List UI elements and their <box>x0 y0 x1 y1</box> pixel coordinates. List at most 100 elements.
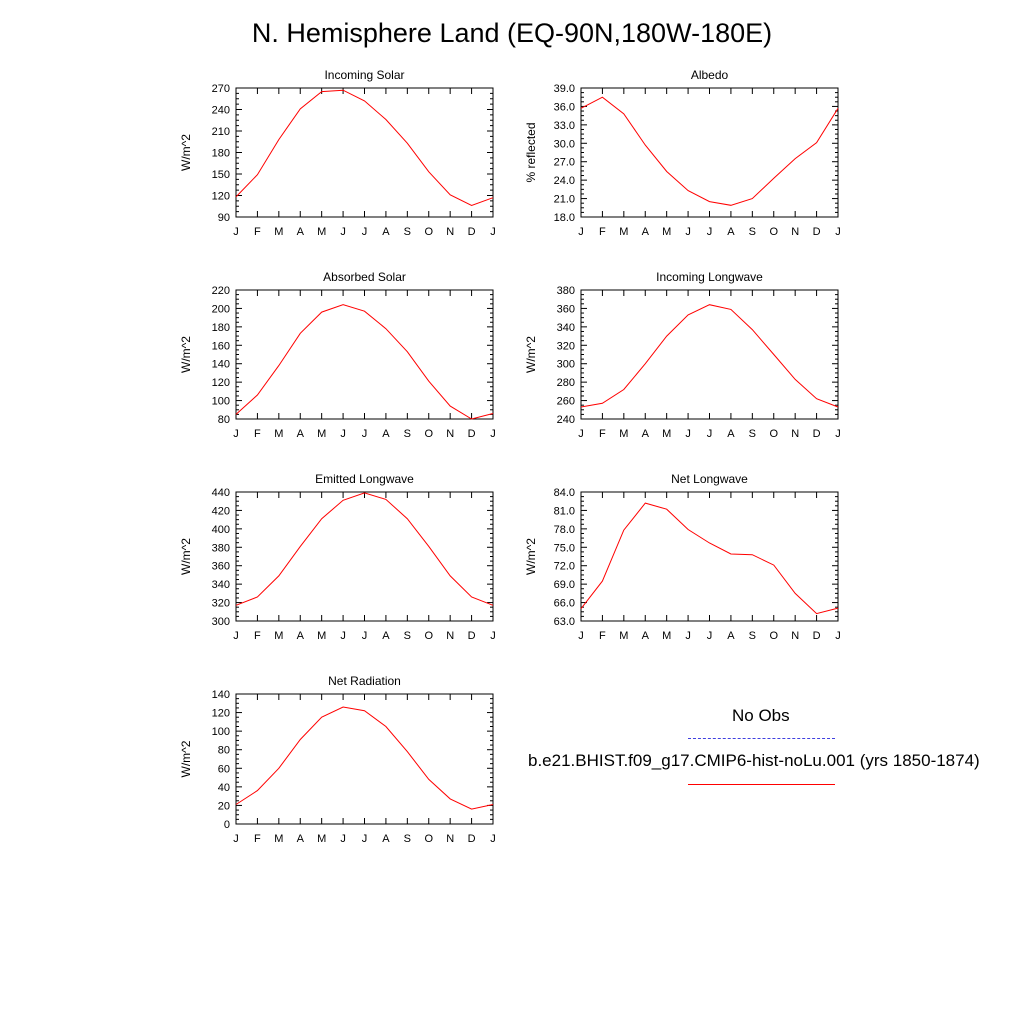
x-tick-label: F <box>599 226 606 238</box>
x-tick-label: M <box>274 833 283 845</box>
x-tick-label: N <box>791 428 799 440</box>
x-tick-label: S <box>749 630 756 642</box>
x-tick-label: M <box>662 630 671 642</box>
x-tick-label: M <box>619 428 628 440</box>
plot-frame <box>235 491 494 622</box>
x-tick-label: D <box>468 428 476 440</box>
x-tick-label: J <box>490 428 496 440</box>
x-tick-label: J <box>362 428 368 440</box>
x-tick-label: O <box>424 833 433 845</box>
y-tick-label: 220 <box>212 285 230 297</box>
x-tick-label: S <box>749 428 756 440</box>
x-tick-label: J <box>362 226 368 238</box>
y-tick-label: 180 <box>212 322 230 334</box>
y-tick-label: 80 <box>218 745 230 757</box>
x-tick-label: F <box>599 630 606 642</box>
y-tick-label: 150 <box>212 169 230 181</box>
x-tick-label: M <box>662 428 671 440</box>
panel-1: J F M A M J J A S O N D J90120150180210240270Incomin… <box>179 68 496 238</box>
y-tick-label: 140 <box>212 359 230 371</box>
plot-frame <box>235 693 494 825</box>
y-tick-label: 160 <box>212 340 230 352</box>
x-tick-label: O <box>424 226 433 238</box>
panel-title: Incoming Longwave <box>656 270 763 284</box>
y-axis-label: W/m^2 <box>179 740 193 777</box>
x-tick-label: D <box>813 630 821 642</box>
x-tick-label: F <box>599 428 606 440</box>
y-axis-label: W/m^2 <box>179 134 193 171</box>
panel-6: J F M A M J J A S O N D J63.066.069.072.075.078.081.… <box>524 472 841 642</box>
series-line <box>580 304 839 408</box>
plot-frame <box>235 289 494 420</box>
y-tick-label: 24.0 <box>554 175 575 187</box>
panel-title: Net Radiation <box>328 674 401 688</box>
x-tick-label: M <box>274 226 283 238</box>
x-tick-label: O <box>769 226 778 238</box>
y-tick-label: 120 <box>212 708 230 720</box>
x-tick-label: J <box>835 630 841 642</box>
x-tick-label: J <box>707 630 713 642</box>
x-tick-label: O <box>424 428 433 440</box>
x-tick-label: A <box>297 226 305 238</box>
y-tick-label: 69.0 <box>554 579 575 591</box>
x-tick-label: M <box>619 630 628 642</box>
x-tick-label: A <box>642 428 650 440</box>
panel-title: Incoming Solar <box>324 68 404 82</box>
y-tick-label: 63.0 <box>554 616 575 628</box>
panel-title: Albedo <box>691 68 729 82</box>
x-tick-label: J <box>340 833 346 845</box>
x-tick-label: A <box>382 428 390 440</box>
x-tick-label: S <box>404 833 411 845</box>
y-tick-label: 340 <box>557 322 575 334</box>
x-tick-label: A <box>642 226 650 238</box>
y-tick-label: 200 <box>212 303 230 315</box>
panel-2: J F M A M J J A S O N D J18.021.024.027.030.033.036.… <box>524 68 841 238</box>
y-tick-label: 360 <box>212 561 230 573</box>
x-tick-label: A <box>727 428 735 440</box>
x-tick-label: J <box>578 630 584 642</box>
plot-frame <box>580 491 839 622</box>
y-tick-label: 120 <box>212 191 230 203</box>
x-tick-label: M <box>274 630 283 642</box>
x-tick-label: A <box>382 226 390 238</box>
x-tick-label: J <box>233 630 239 642</box>
x-tick-label: J <box>578 428 584 440</box>
series-line <box>235 706 494 810</box>
y-axis-label: W/m^2 <box>179 538 193 575</box>
series-line <box>235 492 494 606</box>
x-tick-label: O <box>424 630 433 642</box>
x-tick-label: M <box>662 226 671 238</box>
x-tick-label: J <box>340 428 346 440</box>
plot-frame <box>235 87 494 218</box>
y-tick-label: 100 <box>212 726 230 738</box>
x-tick-label: J <box>233 428 239 440</box>
legend-model-label: b.e21.BHIST.f09_g17.CMIP6-hist-noLu.001 … <box>528 751 980 770</box>
x-tick-label: O <box>769 630 778 642</box>
legend-model-line <box>688 784 835 785</box>
x-tick-label: F <box>254 428 261 440</box>
panel-title: Absorbed Solar <box>323 270 406 284</box>
x-tick-label: N <box>446 226 454 238</box>
x-tick-label: J <box>835 226 841 238</box>
y-tick-label: 40 <box>218 782 230 794</box>
x-tick-label: J <box>233 226 239 238</box>
y-tick-label: 180 <box>212 148 230 160</box>
x-tick-label: D <box>468 833 476 845</box>
y-tick-label: 280 <box>557 377 575 389</box>
figure-title: N. Hemisphere Land (EQ-90N,180W-180E) <box>251 18 773 48</box>
y-tick-label: 81.0 <box>554 505 575 517</box>
x-tick-label: J <box>835 428 841 440</box>
y-tick-label: 420 <box>212 505 230 517</box>
x-tick-label: J <box>362 630 368 642</box>
x-tick-label: N <box>446 630 454 642</box>
x-tick-label: J <box>233 833 239 845</box>
x-tick-label: A <box>382 833 390 845</box>
x-tick-label: A <box>297 630 305 642</box>
x-tick-label: M <box>317 833 326 845</box>
y-tick-label: 240 <box>212 105 230 117</box>
y-tick-label: 300 <box>557 359 575 371</box>
x-tick-label: S <box>749 226 756 238</box>
x-tick-label: J <box>707 226 713 238</box>
x-tick-label: A <box>727 630 735 642</box>
